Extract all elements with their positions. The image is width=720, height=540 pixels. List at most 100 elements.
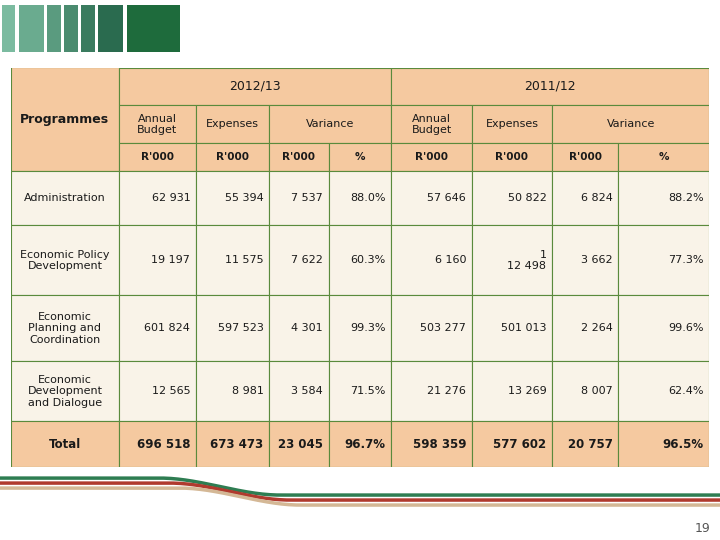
Bar — [392, 361, 472, 421]
Text: 88.0%: 88.0% — [351, 193, 386, 204]
Text: 577 602: 577 602 — [493, 437, 546, 450]
Bar — [328, 295, 392, 361]
Text: 77.3%: 77.3% — [668, 255, 703, 265]
Text: Programmes: Programmes — [20, 113, 109, 126]
Text: 597 523: 597 523 — [217, 323, 264, 333]
Bar — [552, 144, 618, 171]
Bar — [269, 361, 328, 421]
Bar — [269, 295, 328, 361]
Bar — [472, 171, 552, 225]
Bar — [392, 225, 472, 295]
Text: 11 575: 11 575 — [225, 255, 264, 265]
Text: R'000: R'000 — [216, 152, 249, 163]
Bar — [328, 421, 392, 467]
Bar — [196, 171, 269, 225]
Text: R'000: R'000 — [141, 152, 174, 163]
Text: 99.6%: 99.6% — [668, 323, 703, 333]
Text: 7 537: 7 537 — [291, 193, 323, 204]
Bar — [11, 171, 119, 225]
Bar — [552, 361, 618, 421]
Text: 3 584: 3 584 — [291, 386, 323, 396]
Bar — [552, 171, 618, 225]
Bar — [472, 421, 552, 467]
Bar — [328, 225, 392, 295]
Text: 501 013: 501 013 — [501, 323, 546, 333]
Text: 6 160: 6 160 — [435, 255, 466, 265]
Bar — [196, 105, 269, 144]
Text: 62 931: 62 931 — [151, 193, 190, 204]
Text: Economic Policy
Development: Economic Policy Development — [20, 249, 109, 271]
Text: 57 646: 57 646 — [428, 193, 466, 204]
Text: Expenses: Expenses — [485, 119, 539, 130]
Bar — [472, 105, 552, 144]
Bar — [618, 295, 709, 361]
Bar — [552, 421, 618, 467]
Text: 2011/12: 2011/12 — [524, 80, 576, 93]
Text: 62.4%: 62.4% — [668, 386, 703, 396]
Bar — [119, 144, 196, 171]
Text: %: % — [355, 152, 365, 163]
Text: Annual
Budget: Annual Budget — [411, 113, 451, 135]
Bar — [392, 144, 472, 171]
Bar — [127, 4, 180, 52]
Bar — [472, 225, 552, 295]
Bar — [48, 4, 60, 52]
Text: 2 264: 2 264 — [581, 323, 613, 333]
Text: Total: Total — [49, 437, 81, 450]
Text: 7 622: 7 622 — [291, 255, 323, 265]
Bar — [64, 4, 78, 52]
Text: 8 007: 8 007 — [581, 386, 613, 396]
Bar — [618, 225, 709, 295]
Bar — [119, 421, 196, 467]
Text: R'000: R'000 — [415, 152, 448, 163]
Text: R'000: R'000 — [569, 152, 602, 163]
Text: 4 301: 4 301 — [292, 323, 323, 333]
Bar — [119, 171, 196, 225]
Bar — [552, 295, 618, 361]
Text: 3 662: 3 662 — [581, 255, 613, 265]
Bar — [196, 144, 269, 171]
Bar — [11, 295, 119, 361]
Bar — [472, 295, 552, 361]
Text: 19 197: 19 197 — [151, 255, 190, 265]
Bar — [472, 361, 552, 421]
Text: Administration: Administration — [24, 193, 106, 204]
Bar — [99, 4, 123, 52]
Text: 503 277: 503 277 — [420, 323, 466, 333]
Text: 1
12 498: 1 12 498 — [508, 249, 546, 271]
Bar — [552, 105, 709, 144]
Bar — [618, 171, 709, 225]
Bar — [392, 421, 472, 467]
Text: 55 394: 55 394 — [225, 193, 264, 204]
Text: 19: 19 — [694, 522, 710, 535]
Bar — [328, 171, 392, 225]
Bar — [196, 421, 269, 467]
Text: 696 518: 696 518 — [137, 437, 190, 450]
Bar — [472, 144, 552, 171]
Text: Variance: Variance — [606, 119, 654, 130]
Text: 21 276: 21 276 — [427, 386, 466, 396]
Text: 598 359: 598 359 — [413, 437, 466, 450]
Text: 13 269: 13 269 — [508, 386, 546, 396]
Bar — [11, 225, 119, 295]
Text: Financial Performance per Programme: Financial Performance per Programme — [214, 18, 697, 38]
Text: 6 824: 6 824 — [581, 193, 613, 204]
Text: 71.5%: 71.5% — [351, 386, 386, 396]
Bar — [618, 144, 709, 171]
Bar — [119, 361, 196, 421]
Text: Expenses: Expenses — [206, 119, 259, 130]
Bar — [269, 421, 328, 467]
Text: 60.3%: 60.3% — [351, 255, 386, 265]
Bar — [196, 361, 269, 421]
Bar — [269, 144, 328, 171]
Bar — [618, 421, 709, 467]
Bar — [81, 4, 95, 52]
Text: %: % — [659, 152, 669, 163]
Bar — [119, 295, 196, 361]
Text: 23 045: 23 045 — [278, 437, 323, 450]
Bar — [392, 68, 709, 105]
Text: R'000: R'000 — [495, 152, 528, 163]
Bar — [328, 361, 392, 421]
Bar — [119, 225, 196, 295]
Bar — [196, 295, 269, 361]
